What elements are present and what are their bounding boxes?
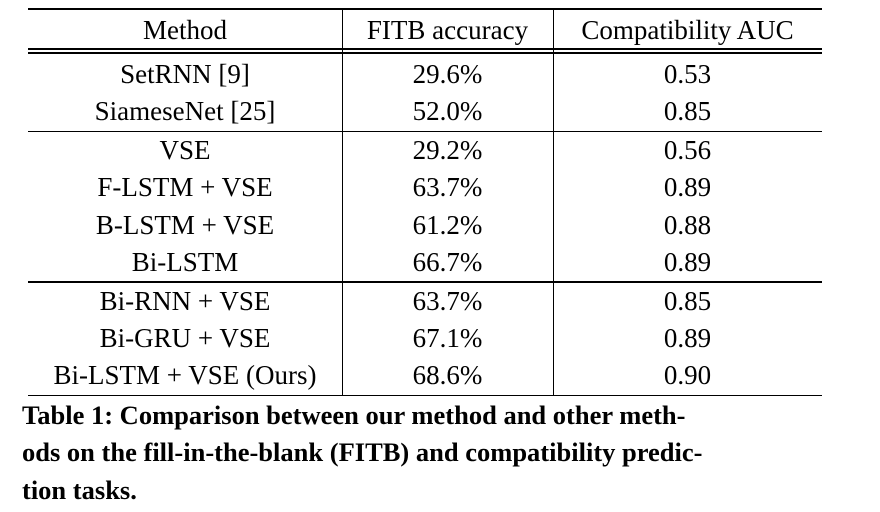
- table-cell: 66.7%: [412, 247, 483, 277]
- table-cell: 0.89: [663, 172, 712, 203]
- header-rule: [28, 48, 822, 50]
- table-cell: Bi-RNN + VSE: [99, 285, 271, 316]
- table-cell: F-LSTM + VSE: [97, 172, 273, 203]
- top-rule: [28, 8, 822, 10]
- group-rule: [28, 281, 822, 283]
- table-cell: 63.7%: [412, 172, 483, 203]
- table-cell: SiameseNet [25]: [94, 96, 276, 127]
- table-cell: 0.89: [663, 323, 712, 354]
- table-cell: 29.6%: [412, 59, 483, 89]
- header-rule: [28, 52, 822, 54]
- table-cell: VSE: [159, 135, 211, 166]
- column-separator: [342, 8, 344, 395]
- table-cell: Bi-LSTM + VSE (Ours): [53, 360, 317, 391]
- header-cell: Method: [143, 15, 227, 45]
- header-cell: FITB accuracy: [366, 15, 529, 45]
- column-separator: [553, 8, 555, 395]
- table-cell: 0.85: [663, 285, 712, 316]
- table-cell: 52.0%: [412, 96, 483, 127]
- table-cell: 29.2%: [412, 135, 483, 166]
- table-cell: SetRNN [9]: [120, 59, 250, 89]
- caption-line: ods on the fill-in-the-blank (FITB) and …: [22, 437, 703, 468]
- caption-line: Table 1: Comparison between our method a…: [22, 399, 686, 430]
- table-cell: 0.85: [663, 96, 712, 127]
- table-cell: 0.89: [663, 247, 712, 277]
- table-cell: 0.53: [663, 59, 712, 89]
- table-cell: 63.7%: [412, 285, 483, 316]
- table-cell: B-LSTM + VSE: [95, 209, 275, 240]
- header-cell: Compatibility AUC: [581, 15, 794, 45]
- table-cell: 67.1%: [412, 323, 483, 354]
- table-cell: Bi-GRU + VSE: [99, 323, 271, 354]
- table-cell: 0.90: [663, 360, 712, 391]
- caption-line: tion tasks.: [22, 474, 137, 505]
- table-cell: 0.88: [663, 209, 712, 240]
- table-cell: Bi-LSTM: [131, 247, 239, 277]
- table-cell: 0.56: [663, 135, 712, 166]
- bottom-rule: [28, 394, 822, 397]
- table-cell: 68.6%: [412, 360, 483, 391]
- table-cell: 61.2%: [412, 209, 483, 240]
- group-rule: [28, 130, 822, 133]
